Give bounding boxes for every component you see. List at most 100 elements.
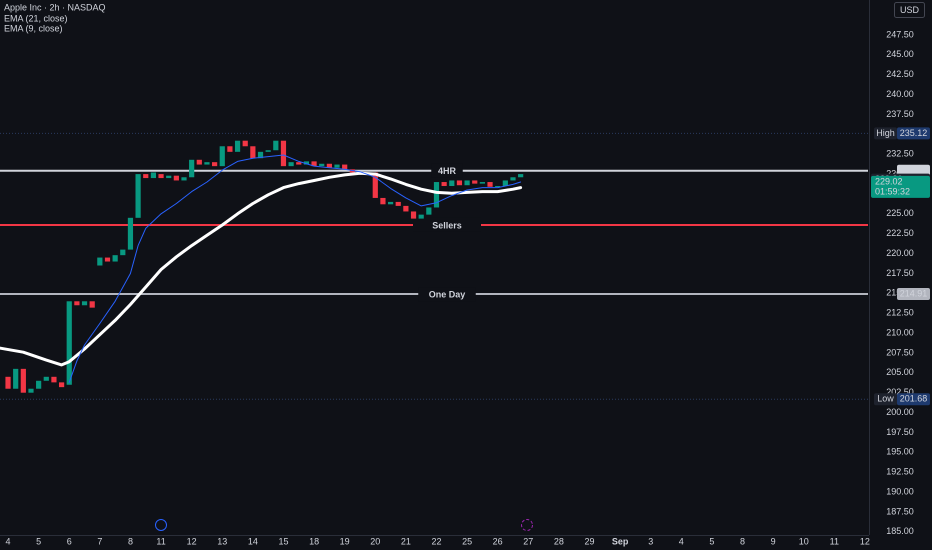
candle-body xyxy=(426,207,432,215)
candle-body xyxy=(342,164,348,170)
candle-body xyxy=(242,140,248,147)
y-tick-label: 220.00 xyxy=(886,248,914,258)
y-tick-label: 195.00 xyxy=(886,447,914,457)
candle-body xyxy=(372,172,378,198)
x-tick-label: 21 xyxy=(401,536,411,546)
x-tick-label: 20 xyxy=(370,536,380,546)
candle-body xyxy=(227,146,233,152)
candle-body xyxy=(81,301,88,306)
level-price: 214.91 xyxy=(900,288,928,298)
level-label: 4HR xyxy=(438,166,457,176)
x-tick-label: 14 xyxy=(248,536,258,546)
candle-body xyxy=(280,140,287,167)
price-label: 229.02 xyxy=(875,176,903,186)
candle-body xyxy=(449,180,455,187)
candle-body xyxy=(441,182,447,187)
y-tick-label: 185.00 xyxy=(886,526,914,536)
candle-body xyxy=(43,376,49,381)
candle-body xyxy=(212,162,218,167)
price-box xyxy=(871,175,930,198)
currency-box[interactable] xyxy=(894,2,925,18)
low-tag: Low xyxy=(877,394,894,404)
x-tick-label: 3 xyxy=(648,536,653,546)
x-tick-label: 9 xyxy=(771,536,776,546)
candle-body xyxy=(479,182,485,184)
y-tick-label: 240.00 xyxy=(886,89,914,99)
candle-body xyxy=(288,162,294,167)
x-tick-label: 15 xyxy=(278,536,288,546)
x-tick-label: 18 xyxy=(309,536,319,546)
level-label: Sellers xyxy=(432,220,462,230)
candle-body xyxy=(273,140,279,151)
y-tick-label: 187.50 xyxy=(886,506,914,516)
y-tick-label: 200.00 xyxy=(886,407,914,417)
candle-body xyxy=(464,180,470,186)
candle-body xyxy=(120,249,126,256)
candle-body xyxy=(196,159,202,165)
low-tag-box xyxy=(874,393,897,406)
y-tick-label: 217.50 xyxy=(886,268,914,278)
candle-body xyxy=(51,376,57,383)
candle-body xyxy=(319,163,325,167)
x-tick-label: 22 xyxy=(431,536,441,546)
y-tick-label: 205.00 xyxy=(886,367,914,377)
candle-body xyxy=(173,175,179,181)
y-tick-label: 242.50 xyxy=(886,69,914,79)
candle-body xyxy=(181,177,187,181)
candle-body xyxy=(518,174,524,178)
candle-body xyxy=(20,368,26,393)
candle-body xyxy=(143,174,149,179)
x-tick-label: 12 xyxy=(187,536,197,546)
high-price: 235.12 xyxy=(900,128,928,138)
high-price-box xyxy=(897,127,930,140)
candle-body xyxy=(104,257,111,262)
level-price-box xyxy=(897,288,930,301)
candle-body xyxy=(380,197,386,205)
y-tick-label: 225.00 xyxy=(886,208,914,218)
level-price: 230.42 xyxy=(900,165,928,175)
high-tag: High xyxy=(876,128,895,138)
candle-body xyxy=(265,150,271,152)
candle-body xyxy=(311,161,317,167)
x-tick-label: 4 xyxy=(6,536,11,546)
candle-body xyxy=(326,163,332,168)
candle-body xyxy=(472,180,478,184)
indicator-line xyxy=(0,171,523,367)
candle-body xyxy=(456,180,463,186)
y-tick-label: 232.50 xyxy=(886,149,914,159)
candle-body xyxy=(5,376,11,389)
y-tick-label: 192.50 xyxy=(886,467,914,477)
candle-body xyxy=(28,388,34,393)
level-label: One Day xyxy=(429,289,466,299)
legend-entry: EMA (9, close) xyxy=(4,23,63,33)
x-tick-label: 7 xyxy=(97,536,102,546)
candle-body xyxy=(250,146,256,159)
candle-body xyxy=(433,182,440,208)
candle-body xyxy=(395,201,401,206)
candle-body xyxy=(189,159,195,178)
event-icon[interactable] xyxy=(155,519,167,531)
candle-body xyxy=(74,301,80,306)
x-tick-label: 6 xyxy=(67,536,72,546)
candle-body xyxy=(166,175,172,179)
candle-body xyxy=(89,301,95,308)
y-tick-label: 245.00 xyxy=(886,49,914,59)
candle-body xyxy=(66,301,72,385)
candle-body xyxy=(296,162,302,165)
currency[interactable]: USD xyxy=(900,5,920,15)
x-tick-label: 5 xyxy=(709,536,714,546)
level-label-bg xyxy=(413,217,481,232)
x-tick-label: 11 xyxy=(156,536,165,546)
event-icon[interactable] xyxy=(521,519,533,531)
x-tick-label: 29 xyxy=(584,536,594,546)
x-tick-label: 11 xyxy=(830,536,839,546)
y-tick-label: 207.50 xyxy=(886,347,914,357)
candle-body xyxy=(487,182,493,187)
y-tick-label: 247.50 xyxy=(886,29,914,39)
high-tag-box xyxy=(874,127,897,140)
candle-body xyxy=(334,164,340,168)
candle-body xyxy=(36,380,42,389)
low-price-box xyxy=(897,393,930,406)
